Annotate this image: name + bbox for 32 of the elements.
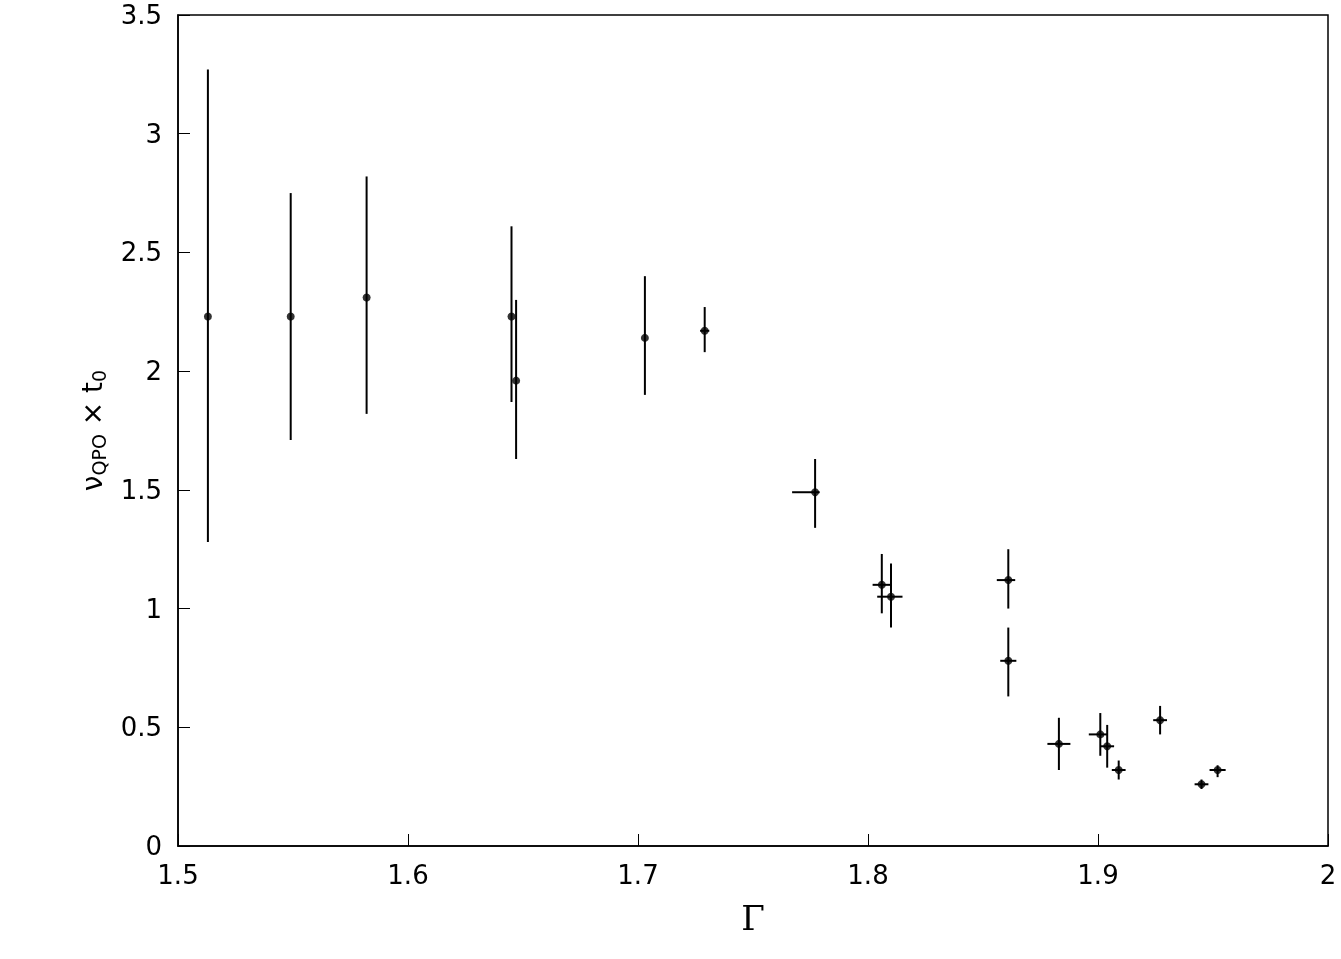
- y-tick-label: 0: [145, 831, 162, 861]
- point: [507, 312, 516, 321]
- point: [1156, 716, 1165, 725]
- x-tick-label: 1.7: [617, 860, 659, 890]
- point: [1096, 730, 1105, 739]
- point: [1213, 766, 1222, 775]
- y-tick-label: 1: [145, 593, 162, 624]
- point: [1103, 742, 1112, 751]
- point: [512, 376, 521, 385]
- point: [1114, 766, 1123, 775]
- x-tick-label: 1.6: [387, 860, 429, 890]
- y-tick-label: 2.5: [120, 237, 162, 268]
- y-tick-label: 3.5: [120, 0, 162, 30]
- point: [362, 293, 371, 302]
- point: [1054, 739, 1063, 748]
- x-tick-label: 2: [1319, 860, 1337, 890]
- x-tick-label: 1.9: [1077, 860, 1119, 890]
- point: [887, 592, 895, 601]
- y-axis-title: νQPO × t0: [76, 369, 110, 492]
- point: [640, 333, 649, 342]
- point: [203, 312, 212, 321]
- point: [1004, 656, 1013, 665]
- point: [877, 580, 886, 589]
- y-tick-label: 3: [145, 118, 162, 149]
- point: [286, 312, 295, 321]
- y-tick-label: 1.5: [120, 474, 162, 505]
- y-tick-label: 0.5: [120, 712, 162, 743]
- point: [811, 488, 820, 497]
- x-tick-label: 1.8: [847, 860, 889, 890]
- x-axis-title: Γ: [741, 898, 765, 938]
- y-tick-label: 2: [145, 356, 162, 387]
- point: [1004, 576, 1013, 585]
